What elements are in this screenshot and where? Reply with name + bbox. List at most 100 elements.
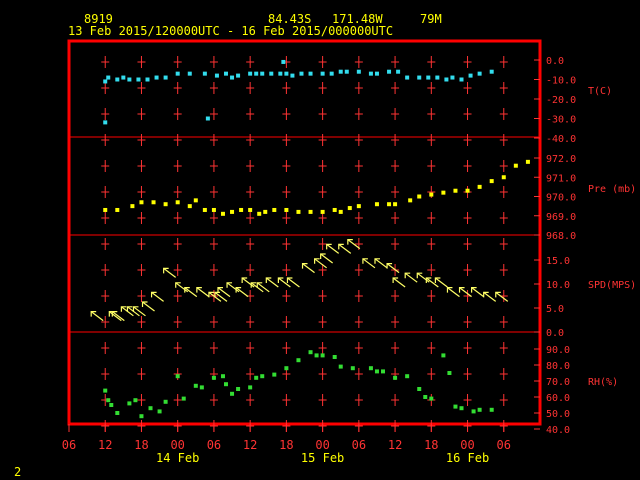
wind-arrow [265,277,279,288]
data-point [405,374,410,379]
wind-arrow [386,263,400,274]
data-point [513,163,518,168]
data-point [103,207,108,212]
data-point [106,75,111,80]
data-point [320,353,325,358]
data-point [224,71,228,76]
data-point [459,77,464,82]
wind-arrow [495,291,509,302]
wind-arrow [235,287,249,298]
y-tick-label: -30.0 [546,115,576,126]
data-point [224,382,228,387]
x-tick-label: 18 [424,438,438,452]
data-point [127,401,132,406]
wind-arrow [434,277,448,288]
wind-arrow [347,239,361,250]
wind-arrow [416,272,430,283]
y-tick-label: 969.0 [546,212,576,223]
data-point [465,188,470,193]
data-point [145,77,150,82]
data-point [230,209,235,214]
y-tick-label: -20.0 [546,95,576,106]
data-point [396,69,401,74]
data-point [423,395,428,399]
data-point [272,207,277,212]
data-point [284,207,289,212]
y-tick-label: 0.0 [546,56,564,67]
wind-arrow [374,258,388,269]
data-point [501,175,506,180]
data-point [344,69,349,74]
data-point [154,75,159,80]
data-point [148,406,153,411]
data-point [248,207,253,212]
data-point [175,71,180,76]
y-tick-label: 90.0 [546,345,570,356]
panel-label: T(C) [588,86,612,97]
data-point [368,71,373,76]
data-point [471,409,476,414]
y-tick-label: 10.0 [546,280,570,291]
panel-label: SPD(MPS) [588,280,636,291]
data-point [299,71,304,76]
y-tick-label: 971.0 [546,173,576,184]
data-point [338,69,343,74]
wind-arrow [163,267,177,278]
data-point [393,202,398,207]
data-point [477,71,482,76]
y-tick-label: -10.0 [546,76,576,87]
data-point [459,406,464,411]
data-point [193,383,198,388]
y-tick-label: 968.0 [546,231,576,242]
data-point [296,358,301,363]
x-tick-label: 00 [170,438,184,452]
data-point [477,407,482,412]
data-point [139,414,144,419]
data-point [417,387,422,391]
wind-arrow [471,287,484,298]
wind-arrow [184,287,198,298]
wind-arrow [446,287,460,298]
wind-arrow [175,282,189,293]
data-point [281,59,286,64]
y-tick-label: 15.0 [546,256,570,267]
data-point [435,75,440,80]
data-point [429,192,434,197]
wind-arrow [196,287,210,298]
data-point [136,77,141,82]
data-point [115,411,120,415]
data-point [220,211,225,216]
y-tick-label: 40.0 [546,425,570,436]
wind-arrow [277,277,291,288]
panel-label: RH(%) [588,377,618,388]
data-point [338,364,343,369]
wind-arrow [90,311,104,322]
wind-arrow [326,243,340,254]
longitude: 171.48W [332,12,383,26]
data-point [115,77,120,82]
data-point [329,71,334,76]
data-point [381,369,385,374]
data-point [163,399,168,404]
data-point [236,73,241,78]
x-day-label: 15 Feb [301,451,344,465]
latitude: 84.43S [268,12,312,26]
x-day-label: 16 Feb [446,451,489,465]
y-tick-label: 70.0 [546,377,570,388]
data-point [308,350,313,355]
data-point [151,200,156,205]
data-point [441,353,446,358]
data-point [387,69,392,74]
data-point [121,75,126,80]
x-tick-label: 12 [243,438,257,452]
data-point [350,366,355,371]
data-point [356,204,361,209]
data-point [408,198,413,203]
wind-arrow [425,277,439,288]
data-point [374,369,379,374]
wind-arrow [286,277,300,288]
data-point [109,403,114,407]
data-point [175,200,180,205]
data-point [308,71,313,76]
x-tick-label: 06 [62,438,76,452]
